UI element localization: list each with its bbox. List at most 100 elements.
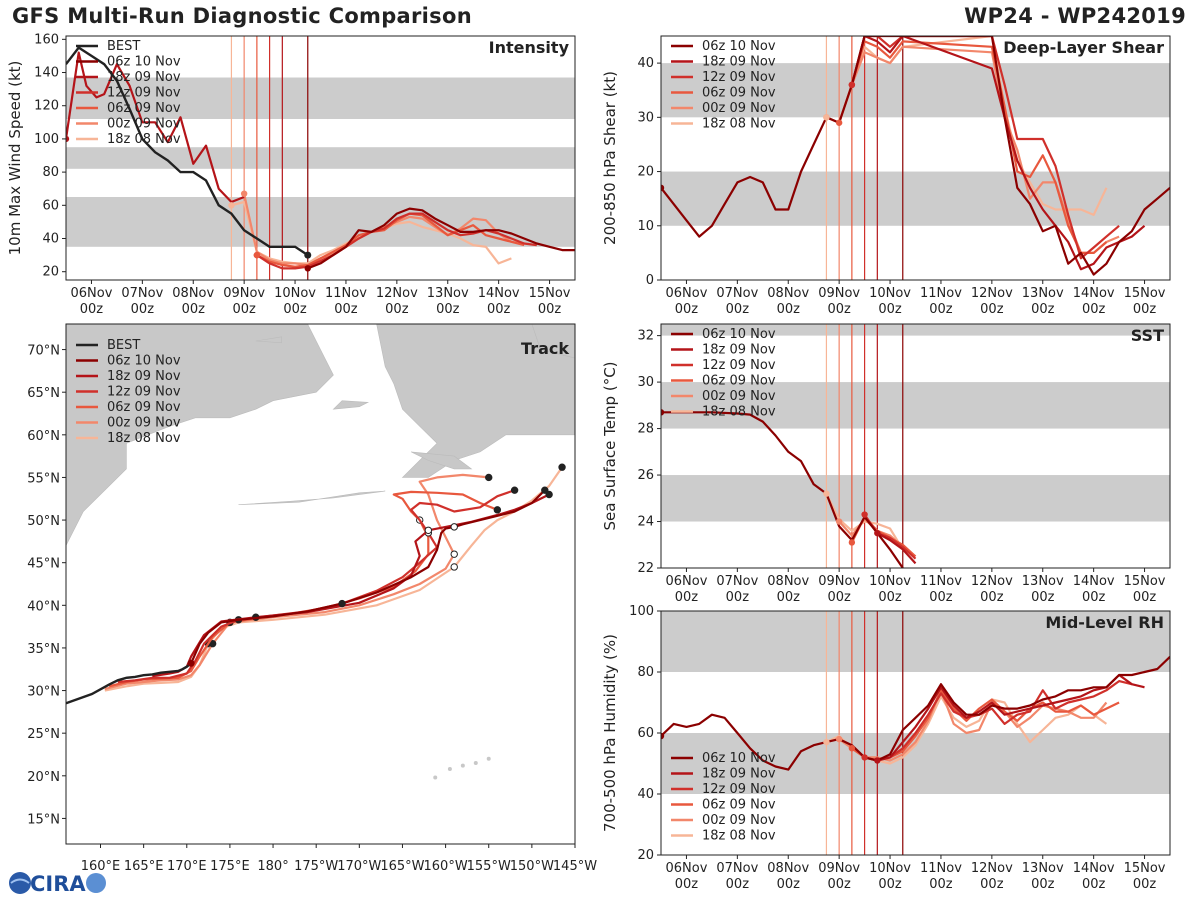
track-lon-label: 160°W xyxy=(424,859,468,874)
shear-xtick-sublabel: 00z xyxy=(827,302,851,317)
rh-init-marker xyxy=(661,732,665,740)
track-lat-label: 50°N xyxy=(27,514,60,529)
intensity-ytick-label: 100 xyxy=(34,132,59,147)
rh-xtick-label: 12Nov xyxy=(971,861,1013,876)
track-lat-label: 30°N xyxy=(27,685,60,700)
intensity-xtick-sublabel: 00z xyxy=(80,302,104,317)
track-lat-label: 65°N xyxy=(27,386,60,401)
track-lon-label: 165°E xyxy=(124,859,164,874)
intensity-legend-label: 06z 10 Nov xyxy=(107,55,181,70)
intensity-xtick-sublabel: 00z xyxy=(283,302,307,317)
intensity-xtick-sublabel: 00z xyxy=(334,302,358,317)
track-legend-label: 06z 10 Nov xyxy=(107,354,181,369)
track-lat-label: 45°N xyxy=(27,557,60,572)
shear-ytick-label: 30 xyxy=(637,110,654,125)
sst-xtick-label: 10Nov xyxy=(869,574,911,589)
rh-xtick-sublabel: 00z xyxy=(675,877,699,892)
rh-legend-label: 06z 10 Nov xyxy=(702,751,776,766)
track-point-marker xyxy=(545,490,553,499)
track-point-marker xyxy=(510,486,519,494)
land-mass xyxy=(238,490,386,505)
track-series-line xyxy=(117,489,515,684)
intensity-xtick-label: 08Nov xyxy=(172,286,214,301)
sst-xtick-label: 12Nov xyxy=(971,574,1013,589)
shear-xtick-sublabel: 00z xyxy=(675,302,699,317)
sst-legend-label: 00z 09 Nov xyxy=(702,389,776,404)
sst-title: SST xyxy=(1131,326,1164,345)
rh-init-marker xyxy=(874,757,881,764)
rh-legend-label: 06z 09 Nov xyxy=(702,798,776,813)
intensity-xtick-label: 09Nov xyxy=(223,286,265,301)
rh-xtick-sublabel: 00z xyxy=(827,877,851,892)
intensity-band xyxy=(66,147,575,169)
track-series-line xyxy=(190,489,546,664)
shear-xtick-sublabel: 00z xyxy=(980,302,1004,317)
rh-xtick-sublabel: 00z xyxy=(777,877,801,892)
intensity-xtick-label: 15Nov xyxy=(529,286,571,301)
intensity-xtick-sublabel: 00z xyxy=(487,302,511,317)
rh-xtick-sublabel: 00z xyxy=(878,877,902,892)
storm-id: WP24 - WP242019 xyxy=(964,4,1186,28)
shear-xtick-label: 08Nov xyxy=(767,286,809,301)
shear-legend-label: 06z 10 Nov xyxy=(702,39,776,54)
shear-frame xyxy=(660,35,1171,281)
intensity-xtick-label: 10Nov xyxy=(274,286,316,301)
shear-xtick-label: 14Nov xyxy=(1073,286,1115,301)
rh-xtick-label: 11Nov xyxy=(920,861,962,876)
intensity-band xyxy=(66,197,575,247)
track-series-line xyxy=(152,493,550,678)
track-lat-label: 15°N xyxy=(27,812,60,827)
track-lat-label: 55°N xyxy=(27,471,60,486)
sst-series-line xyxy=(876,532,917,565)
track-point-marker xyxy=(541,486,549,494)
shear-init-marker xyxy=(848,81,856,89)
shear-series-line xyxy=(850,36,1146,271)
rh-series-line xyxy=(864,679,1133,762)
shear-xtick-label: 09Nov xyxy=(818,286,860,301)
track-lat-label: 35°N xyxy=(27,642,60,657)
sst-ytick-label: 22 xyxy=(637,561,654,576)
sst-xtick-sublabel: 00z xyxy=(827,590,851,605)
shear-xtick-label: 10Nov xyxy=(869,286,911,301)
intensity-xtick-label: 11Nov xyxy=(325,286,367,301)
track-legend-label: BEST xyxy=(107,338,140,353)
sst-xtick-sublabel: 00z xyxy=(726,590,750,605)
land-mass xyxy=(376,324,575,478)
shear-xtick-label: 15Nov xyxy=(1124,286,1166,301)
land-mass xyxy=(410,451,473,470)
track-lat-label: 60°N xyxy=(27,429,60,444)
sst-xtick-label: 08Nov xyxy=(767,574,809,589)
rh-xtick-label: 15Nov xyxy=(1124,861,1166,876)
intensity-ytick-label: 160 xyxy=(34,32,59,47)
rh-xtick-label: 09Nov xyxy=(818,861,860,876)
sst-ytick-label: 24 xyxy=(637,515,654,530)
shear-ylabel: 200-850 hPa Shear (kt) xyxy=(601,71,619,245)
shear-plot-area xyxy=(661,36,1170,280)
sst-init-marker xyxy=(823,490,830,497)
intensity-ytick-label: 80 xyxy=(42,165,59,180)
track-legend-label: 18z 09 Nov xyxy=(107,369,181,384)
intensity-init-marker xyxy=(253,251,261,259)
shear-series-line xyxy=(661,36,1170,276)
track-best-endpoint xyxy=(187,659,195,667)
shear-legend-label: 00z 09 Nov xyxy=(702,101,776,116)
intensity-legend-label: 06z 09 Nov xyxy=(107,101,181,116)
intensity-xtick-sublabel: 00z xyxy=(182,302,206,317)
rh-ylabel: 700-500 hPa Humidity (%) xyxy=(601,634,619,832)
sst-init-marker xyxy=(861,511,868,518)
sst-xtick-label: 09Nov xyxy=(818,574,860,589)
intensity-legend-label: 18z 08 Nov xyxy=(107,132,181,147)
rh-xtick-label: 08Nov xyxy=(767,861,809,876)
track-legend-label: 06z 09 Nov xyxy=(107,400,181,415)
intensity-xtick-sublabel: 00z xyxy=(385,302,409,317)
shear-legend-label: 18z 08 Nov xyxy=(702,117,776,132)
intensity-series-line xyxy=(256,212,537,270)
track-lon-label: 180° xyxy=(257,859,288,874)
intensity-band xyxy=(66,77,575,119)
sst-xtick-label: 14Nov xyxy=(1073,574,1115,589)
rh-series-line xyxy=(877,673,1145,762)
track-legend-label: 12z 09 Nov xyxy=(107,385,181,400)
sst-xtick-sublabel: 00z xyxy=(675,590,699,605)
sst-ytick-label: 26 xyxy=(637,468,654,483)
rh-ytick-label: 100 xyxy=(629,604,654,619)
